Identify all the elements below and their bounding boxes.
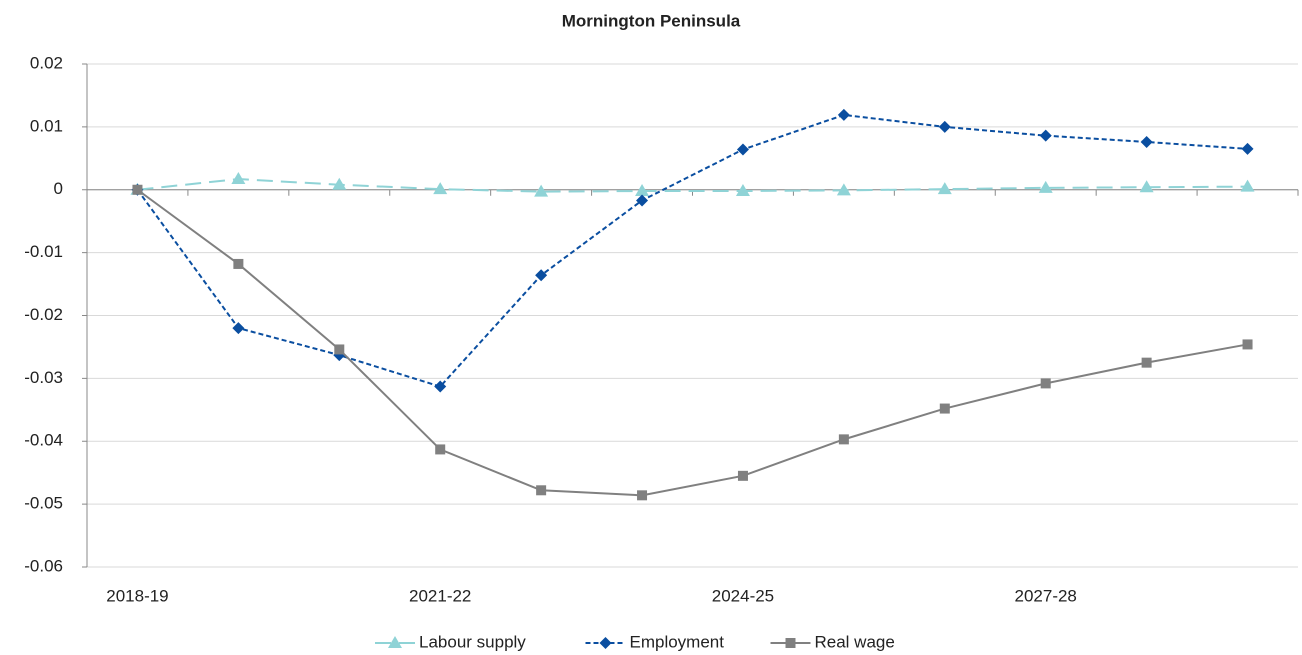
marker: [637, 490, 648, 501]
y-tick-label: -0.06: [24, 556, 63, 575]
marker: [435, 444, 446, 455]
y-tick-label: -0.04: [24, 431, 63, 450]
marker: [1240, 179, 1255, 192]
x-tick-label: 2018-19: [106, 586, 168, 605]
marker: [838, 434, 849, 445]
marker: [635, 184, 650, 197]
y-tick-label: -0.03: [24, 368, 63, 387]
marker: [836, 183, 851, 196]
series: [130, 172, 1255, 197]
marker: [233, 258, 244, 269]
marker: [332, 177, 347, 190]
legend-item: Labour supply: [375, 632, 526, 651]
x-tick-label: 2024-25: [712, 586, 774, 605]
marker: [737, 470, 748, 481]
marker: [1040, 378, 1051, 389]
legend-label: Labour supply: [419, 632, 526, 651]
marker: [1139, 180, 1154, 193]
line: [136, 188, 1248, 497]
marker: [735, 184, 750, 197]
marker: [433, 182, 448, 195]
marker: [132, 184, 143, 195]
marker: [937, 182, 952, 195]
marker: [1241, 142, 1254, 155]
legend-item: Real wage: [770, 632, 895, 651]
marker: [636, 194, 649, 207]
chart-title: Mornington Peninsula: [562, 11, 741, 30]
line: [136, 113, 1248, 388]
marker: [231, 172, 246, 185]
y-tick-label: -0.05: [24, 494, 63, 513]
marker: [232, 322, 245, 335]
marker: [1039, 129, 1052, 142]
marker: [736, 143, 749, 156]
marker: [1038, 180, 1053, 193]
y-tick-label: 0: [54, 179, 63, 198]
marker: [785, 638, 796, 648]
series: [131, 108, 1254, 393]
series: [132, 184, 1253, 501]
marker: [1140, 135, 1153, 148]
marker: [434, 380, 447, 393]
marker: [388, 636, 402, 648]
marker: [536, 485, 547, 496]
marker: [334, 344, 345, 355]
marker: [599, 637, 612, 649]
y-tick-label: -0.02: [24, 305, 63, 324]
x-tick-label: 2027-28: [1015, 586, 1077, 605]
y-tick-label: -0.01: [24, 242, 63, 261]
marker: [534, 184, 549, 197]
marker: [939, 403, 950, 414]
legend-label: Employment: [630, 632, 725, 651]
marker: [938, 120, 951, 133]
y-tick-label: 0.02: [30, 53, 63, 72]
marker: [837, 108, 850, 121]
x-tick-label: 2021-22: [409, 586, 471, 605]
marker: [535, 269, 548, 282]
legend-label: Real wage: [815, 632, 895, 651]
marker: [1242, 339, 1253, 350]
y-tick-label: 0.01: [30, 116, 63, 135]
marker: [1141, 357, 1152, 368]
line: [137, 178, 1248, 193]
legend-item: Employment: [585, 632, 725, 651]
